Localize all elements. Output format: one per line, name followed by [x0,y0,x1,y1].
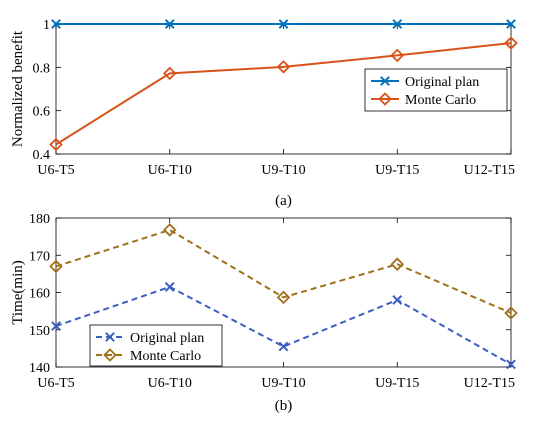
legend-label: Monte Carlo [405,93,476,108]
x-tick-label: U6-T10 [148,376,192,391]
data-point [506,19,516,29]
y-axis-label: Normalized benefit [10,30,26,147]
data-point [49,259,63,274]
panel-caption: (b) [275,398,293,414]
panel-caption: (a) [275,193,292,209]
legend-label: Monte Carlo [130,349,201,364]
data-point [276,60,291,74]
data-point [162,223,177,237]
data-point [164,19,175,29]
data-point [392,19,403,29]
legend-marker [378,92,392,106]
x-tick-label: U9-T15 [375,163,419,178]
chart-panel-a: 0.4 0.6 0.8 1 U6-T5 U6-T10 U9-T10 U9-T15 U12-T15… [10,18,518,209]
series-line-0 [55,285,512,366]
x-tick-label: U12-T15 [464,163,515,178]
legend-label: Original plan [130,331,204,346]
series-line-1 [55,228,512,314]
y-tick-label: 140 [29,361,50,376]
data-point [390,257,405,271]
legend-marker [103,348,117,362]
x-tick-label: U12-T15 [464,376,515,391]
chart-panel-b: 140 150 160 170 180 U6-T5 U6-T10 U9-T10 U9-T15 U1… [10,212,518,414]
data-point [390,48,405,63]
y-tick-label: 160 [29,287,50,302]
legend: Original plan Monte Carlo [364,68,508,112]
data-point [276,290,291,305]
y-tick-label: 150 [29,324,50,339]
data-point [278,19,289,29]
data-point [504,306,518,320]
y-tick-label: 0.8 [33,61,51,76]
data-point [504,36,518,50]
x-tick-label: U6-T5 [37,163,74,178]
data-point [392,295,403,305]
data-point [506,359,516,370]
data-point [51,19,61,29]
y-axis-label: Time(min) [10,260,26,324]
legend: Original plan Monte Carlo [89,324,223,367]
legend-marker [380,76,390,86]
y-tick-label: 0.4 [33,148,51,163]
legend-marker [105,332,115,342]
legend-box [364,68,508,112]
x-tick-label: U9-T10 [261,376,305,391]
data-point [49,137,63,152]
x-tick-label: U6-T5 [37,376,74,391]
series-line-1 [55,42,512,146]
x-tick-label: U9-T15 [375,376,419,391]
data-point [278,341,289,352]
data-point [164,282,175,292]
legend-label: Original plan [405,75,479,90]
y-tick-label: 170 [29,249,50,264]
data-point [162,66,177,81]
y-tick-label: 1 [43,18,50,33]
x-tick-label: U6-T10 [148,163,192,178]
x-tick-label: U9-T10 [261,163,305,178]
y-tick-label: 0.6 [33,105,51,120]
data-point [51,321,61,331]
y-tick-label: 180 [29,212,50,227]
